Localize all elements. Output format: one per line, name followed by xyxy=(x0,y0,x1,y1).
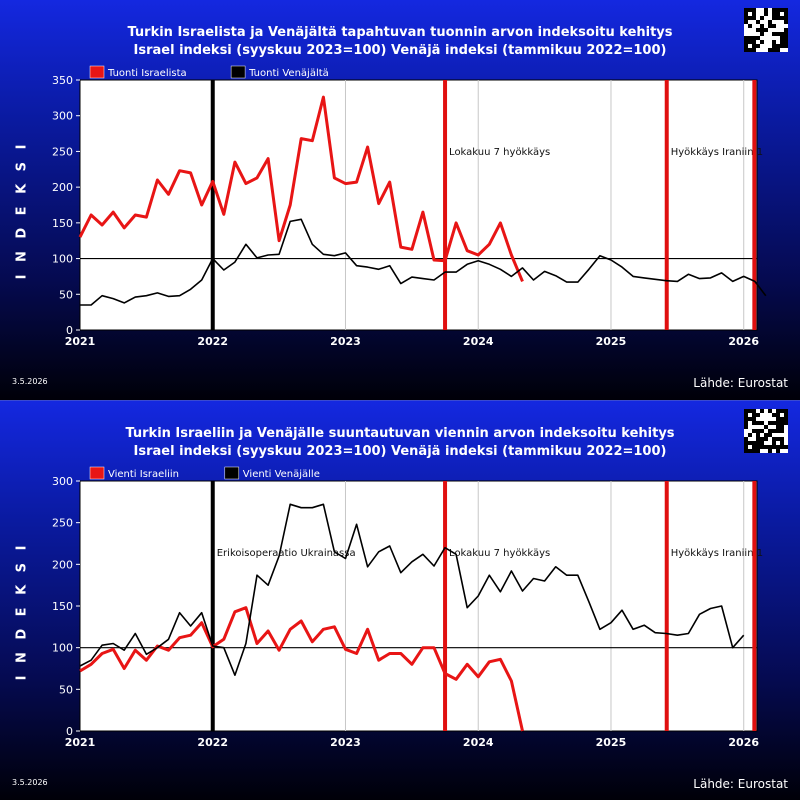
export-chart: 0 50 100 150 200 250 300 2021 2022 2023 2024 2025 20… xyxy=(52,466,763,749)
source-label: Lähde: Eurostat xyxy=(693,376,788,390)
x-tick-label: 2023 xyxy=(330,736,361,749)
date-label: 3.5.2026 xyxy=(12,778,48,787)
qr-code-icon xyxy=(744,8,788,52)
plot-area xyxy=(79,480,758,732)
x-tick-label: 2022 xyxy=(197,736,228,749)
series-line-israel xyxy=(78,95,524,282)
x-tick-label: 2021 xyxy=(65,335,96,348)
series-line-russia xyxy=(80,218,767,306)
event-label: Lokakuu 7 hyökkäys xyxy=(449,147,550,158)
y-tick-label: 100 xyxy=(52,253,73,266)
qr-code-icon xyxy=(744,409,788,453)
y-tick-label: 200 xyxy=(52,558,73,571)
x-tick-label: 2021 xyxy=(65,736,96,749)
import-chart-panel: Turkin Israelista ja Venäjältä tapahtuva… xyxy=(0,0,800,400)
y-tick-label: 50 xyxy=(59,683,73,696)
legend-swatch xyxy=(89,466,105,480)
legend-label: Vienti Venäjälle xyxy=(243,469,320,480)
y-tick-label: 0 xyxy=(66,725,73,738)
source-label: Lähde: Eurostat xyxy=(693,777,788,791)
x-tick-label: 2022 xyxy=(197,335,228,348)
y-tick-label: 250 xyxy=(52,517,73,530)
x-tick-label: 2023 xyxy=(330,335,361,348)
y-tick-label: 100 xyxy=(52,642,73,655)
legend-label: Vienti Israeliin xyxy=(108,469,179,480)
event-label: Lokakuu 7 hyökkäys xyxy=(449,548,550,559)
y-tick-label: 0 xyxy=(66,324,73,337)
chart-title: Turkin Israelista ja Venäjältä tapahtuva… xyxy=(127,25,673,58)
y-tick-label: 200 xyxy=(52,181,73,194)
x-tick-label: 2026 xyxy=(728,335,759,348)
legend-label: Tuonti Venäjältä xyxy=(248,68,329,79)
y-tick-label: 300 xyxy=(52,110,73,123)
date-label: 3.5.2026 xyxy=(12,377,48,386)
import-chart: 0 50 100 150 200 250 300 350 2021 2022 2023 2024 202… xyxy=(52,65,767,348)
x-tick-label: 2025 xyxy=(596,736,627,749)
series-line-russia xyxy=(79,503,745,677)
x-tick-label: 2025 xyxy=(596,335,627,348)
y-tick-label: 50 xyxy=(59,288,73,301)
y-tick-label: 350 xyxy=(52,74,73,87)
event-label: Hyökkäys Iraniin 1 xyxy=(671,147,763,158)
plot-area xyxy=(79,79,758,331)
y-tick-label: 300 xyxy=(52,475,73,488)
event-label: Hyökkäys Iraniin 1 xyxy=(671,548,763,559)
event-label: Erikoisoperaatio Ukrainassa xyxy=(217,548,356,559)
y-tick-label: 150 xyxy=(52,217,73,230)
legend-swatch xyxy=(224,466,240,480)
legend-swatch xyxy=(230,65,246,79)
x-tick-label: 2024 xyxy=(463,335,494,348)
legend-swatch xyxy=(89,65,105,79)
y-tick-label: 250 xyxy=(52,145,73,158)
x-tick-label: 2024 xyxy=(463,736,494,749)
legend-label: Tuonti Israelista xyxy=(107,68,187,79)
y-tick-label: 150 xyxy=(52,600,73,613)
chart-title: Turkin Israeliin ja Venäjälle suuntautuv… xyxy=(125,426,675,459)
x-tick-label: 2026 xyxy=(728,736,759,749)
export-chart-panel: Turkin Israeliin ja Venäjälle suuntautuv… xyxy=(0,400,800,800)
